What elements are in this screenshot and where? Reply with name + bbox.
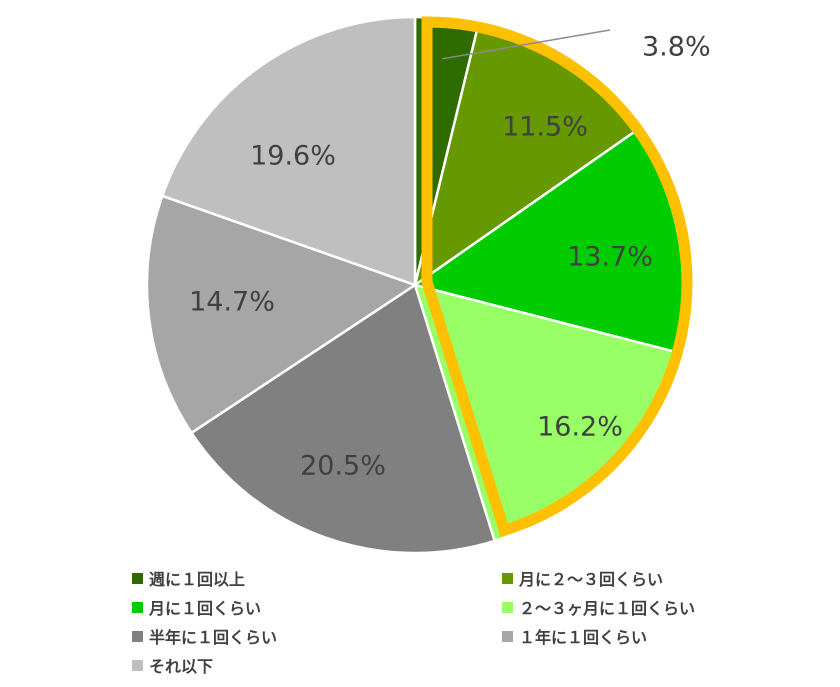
slice-value-label: 19.6%: [250, 141, 336, 172]
slice-value-label: 3.8%: [642, 32, 711, 63]
legend-label: それ以下: [149, 657, 214, 676]
legend-swatch: [132, 572, 143, 584]
legend-item: それ以下: [132, 652, 502, 678]
legend-label: ２～３ヶ月に１回くらい: [519, 599, 696, 618]
pie-slice: [189, 283, 497, 555]
pie-slice: [160, 15, 417, 287]
legend-swatch: [132, 659, 143, 671]
slice-value-label: 11.5%: [502, 112, 588, 143]
legend-label: １年に１回くらい: [519, 628, 648, 647]
slice-value-label: 14.7%: [189, 287, 275, 318]
highlight-outline: [421, 16, 693, 538]
slice-value-label: 16.2%: [537, 412, 623, 443]
pie-chart: 3.8% 11.5% 13.7% 16.2% 20.5% 14.7% 19.6%: [145, 15, 711, 555]
legend-item: １年に１回くらい: [502, 623, 822, 649]
legend-item: 月に１回くらい: [132, 594, 502, 620]
legend: 週に１回以上 月に２～３回くらい月に１回くらい ２～３ヶ月に１回くらい半年に１回くら…: [132, 565, 822, 678]
legend-label: 月に１回くらい: [149, 599, 262, 618]
pie-slice: [145, 194, 418, 435]
legend-label: 半年に１回くらい: [149, 628, 278, 647]
slice-value-label: 13.7%: [567, 242, 653, 273]
slice-value-label: 20.5%: [300, 451, 386, 482]
slice-labels: 3.8% 11.5% 13.7% 16.2% 20.5% 14.7% 19.6%: [189, 32, 711, 482]
legend-label: 月に２～３回くらい: [519, 570, 664, 589]
legend-item: 半年に１回くらい: [132, 623, 502, 649]
legend-item: ２～３ヶ月に１回くらい: [502, 594, 822, 620]
leader-line: [442, 29, 611, 60]
legend-label: 週に１回以上: [149, 570, 246, 589]
legend-swatch: [502, 601, 513, 613]
legend-swatch: [502, 630, 513, 642]
legend-item: 月に２～３回くらい: [502, 565, 822, 591]
pie-slices: [145, 15, 685, 555]
legend-swatch: [132, 630, 143, 642]
legend-item: 週に１回以上: [132, 565, 502, 591]
legend-swatch: [502, 572, 513, 584]
legend-swatch: [132, 601, 143, 613]
